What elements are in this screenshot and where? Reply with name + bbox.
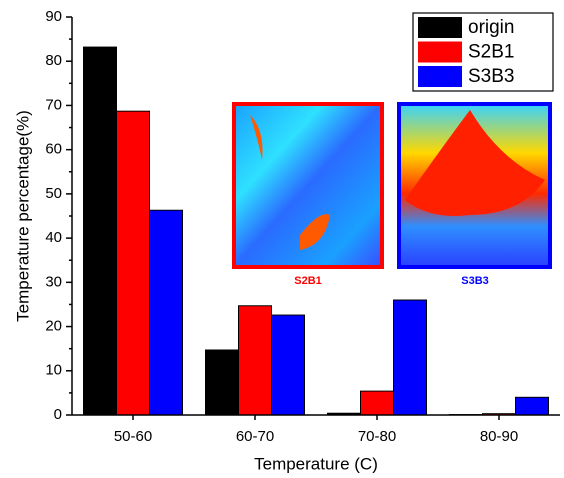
y-tick-label: 50 [45, 185, 62, 202]
x-tick-label: 60-70 [236, 428, 274, 445]
legend-label: origin [468, 17, 514, 38]
y-tick-label: 40 [45, 229, 62, 246]
bar [393, 299, 427, 416]
bar [205, 349, 239, 416]
legend-label: S3B3 [468, 66, 514, 87]
y-tick-label: 90 [45, 8, 62, 25]
bar [360, 390, 394, 416]
legend-label: S2B1 [468, 42, 514, 63]
bar [116, 110, 150, 416]
y-tick-label: 80 [45, 52, 62, 69]
legend-swatch [418, 66, 462, 87]
inset-hotspot [405, 110, 545, 216]
bar [515, 396, 549, 416]
y-tick-label: 0 [54, 406, 62, 423]
inset-label: S3B3 [461, 275, 489, 287]
x-tick-label: 50-60 [114, 428, 152, 445]
inset-hotspot [250, 115, 330, 250]
y-axis-label: Temperature percentage(%) [13, 110, 32, 322]
bar [149, 209, 183, 416]
x-tick-label: 70-80 [358, 428, 396, 445]
legend-swatch [418, 17, 462, 38]
x-axis-label: Temperature (C) [254, 454, 378, 473]
bar [271, 314, 305, 416]
inset-images [232, 102, 552, 269]
inset-label: S2B1 [294, 275, 322, 287]
legend-swatch [418, 41, 462, 63]
x-tick-label: 80-90 [480, 428, 518, 445]
y-tick-label: 30 [45, 273, 62, 290]
bar [83, 46, 117, 416]
y-tick-label: 20 [45, 318, 62, 335]
y-tick-label: 10 [45, 362, 62, 379]
y-tick-label: 60 [45, 141, 62, 158]
bar [238, 305, 272, 416]
y-tick-label: 70 [45, 96, 62, 113]
